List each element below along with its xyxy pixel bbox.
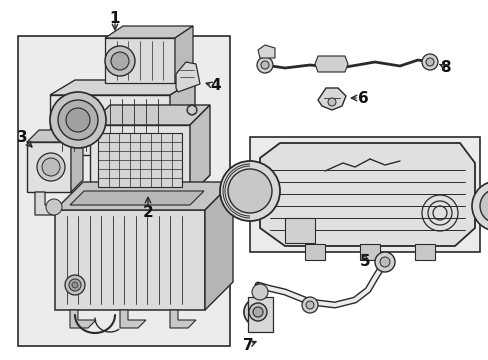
Text: 2: 2 xyxy=(142,204,153,220)
Circle shape xyxy=(374,252,394,272)
Text: 3: 3 xyxy=(17,130,27,144)
Polygon shape xyxy=(50,80,195,95)
Polygon shape xyxy=(55,182,232,210)
Polygon shape xyxy=(35,192,83,215)
Circle shape xyxy=(58,100,98,140)
Circle shape xyxy=(50,92,106,148)
Circle shape xyxy=(69,279,81,291)
Circle shape xyxy=(302,297,317,313)
Polygon shape xyxy=(258,45,274,58)
Circle shape xyxy=(66,108,90,132)
Bar xyxy=(247,297,272,332)
Circle shape xyxy=(220,161,280,221)
Circle shape xyxy=(186,105,197,115)
Polygon shape xyxy=(176,62,200,92)
Polygon shape xyxy=(187,105,196,115)
Polygon shape xyxy=(70,191,203,205)
Polygon shape xyxy=(105,38,175,83)
Circle shape xyxy=(65,275,85,295)
Polygon shape xyxy=(90,125,190,195)
Circle shape xyxy=(425,58,433,66)
Circle shape xyxy=(248,303,266,321)
Circle shape xyxy=(471,181,488,231)
Polygon shape xyxy=(317,88,346,110)
Text: 1: 1 xyxy=(109,10,120,26)
Polygon shape xyxy=(260,143,474,246)
Circle shape xyxy=(252,307,263,317)
Polygon shape xyxy=(105,71,193,83)
Polygon shape xyxy=(27,130,83,142)
Polygon shape xyxy=(359,244,379,260)
Polygon shape xyxy=(90,175,209,195)
Text: 4: 4 xyxy=(210,77,221,93)
Text: 8: 8 xyxy=(439,59,449,75)
Polygon shape xyxy=(170,310,196,328)
Circle shape xyxy=(111,52,129,70)
Polygon shape xyxy=(285,218,314,243)
Circle shape xyxy=(42,158,60,176)
Bar xyxy=(18,36,229,346)
Circle shape xyxy=(105,46,135,76)
Polygon shape xyxy=(27,142,71,192)
Circle shape xyxy=(251,284,267,300)
Circle shape xyxy=(327,98,335,106)
Circle shape xyxy=(421,54,437,70)
Circle shape xyxy=(479,189,488,223)
Circle shape xyxy=(244,298,271,326)
Polygon shape xyxy=(120,310,146,328)
Circle shape xyxy=(46,199,62,215)
Bar xyxy=(98,133,182,187)
Circle shape xyxy=(227,169,271,213)
Circle shape xyxy=(305,301,313,309)
Polygon shape xyxy=(190,105,209,195)
Polygon shape xyxy=(170,80,195,155)
Polygon shape xyxy=(204,182,232,310)
Polygon shape xyxy=(175,26,193,83)
Polygon shape xyxy=(50,95,170,155)
Polygon shape xyxy=(55,210,204,310)
Bar xyxy=(249,137,479,252)
Circle shape xyxy=(261,61,268,69)
Polygon shape xyxy=(90,105,209,125)
Circle shape xyxy=(379,257,389,267)
Circle shape xyxy=(72,282,78,288)
Text: 7: 7 xyxy=(242,338,253,354)
Text: 5: 5 xyxy=(359,255,369,270)
Polygon shape xyxy=(305,244,325,260)
Polygon shape xyxy=(105,26,193,38)
Polygon shape xyxy=(70,310,96,328)
Polygon shape xyxy=(71,130,83,192)
Circle shape xyxy=(37,153,65,181)
Circle shape xyxy=(257,57,272,73)
Text: 6: 6 xyxy=(357,90,367,105)
Polygon shape xyxy=(414,244,434,260)
Polygon shape xyxy=(50,140,195,155)
Polygon shape xyxy=(314,56,347,72)
